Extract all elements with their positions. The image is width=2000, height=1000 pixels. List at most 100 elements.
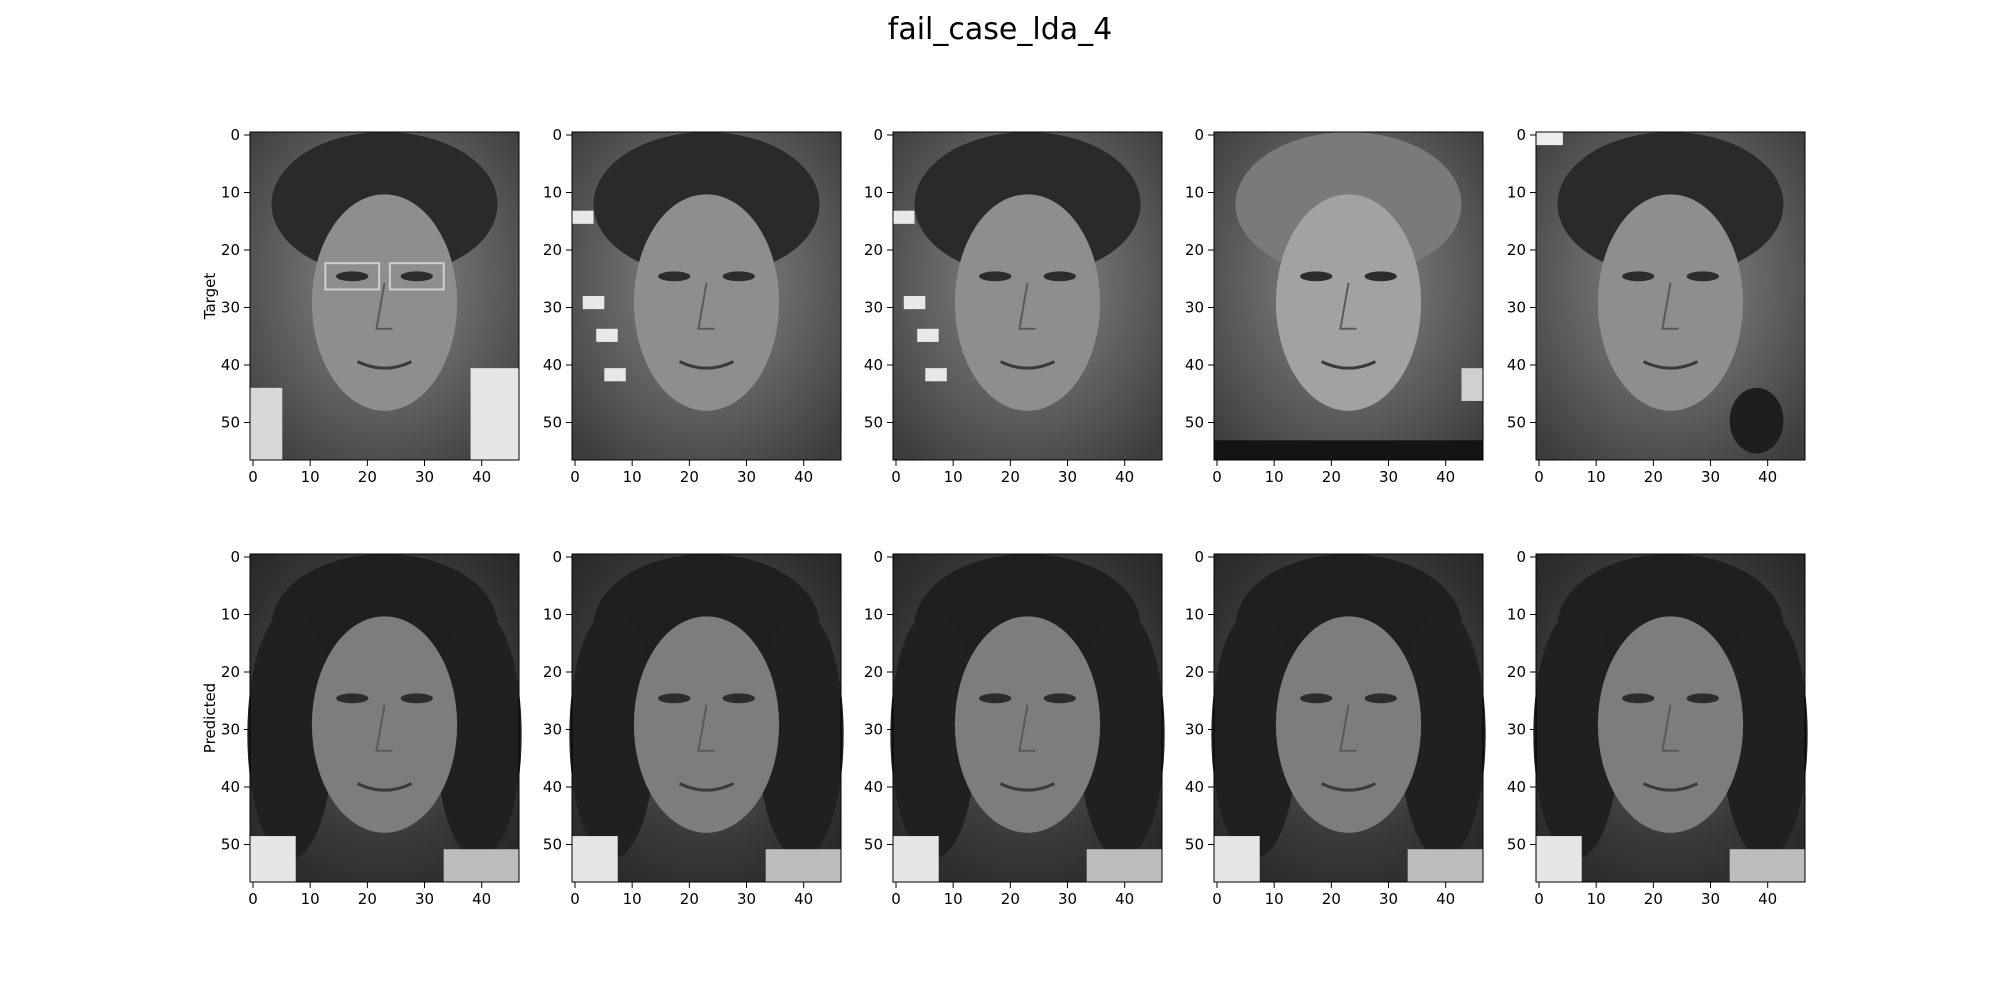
y-tick-label: 40	[1185, 356, 1204, 374]
x-tick-label: 0	[248, 468, 258, 486]
target-image-panel-3: 0 10 20 30 40 0 10 20 30 40 50	[864, 126, 1163, 486]
x-tick-label: 20	[1322, 890, 1341, 908]
mouth	[1642, 360, 1699, 370]
x-tick-label: 0	[1212, 890, 1222, 908]
right-eye	[1686, 271, 1719, 282]
y-tick-label: 20	[864, 241, 883, 259]
axes-frame	[892, 131, 1163, 461]
y-tick-label: 40	[543, 356, 562, 374]
predicted-image-panel-1: 0 10 20 30 40 0 10 20 30 40 50	[221, 548, 522, 908]
predicted-image-panel-2: 0 10 20 30 40 0 10 20 30 40 50	[543, 548, 844, 908]
y-tick-label: 30	[221, 721, 240, 739]
right-eye	[722, 693, 755, 704]
bright-patch	[1086, 849, 1162, 882]
face-image	[893, 132, 1162, 460]
x-tick-label: 10	[623, 890, 642, 908]
bright-patch	[903, 296, 926, 310]
x-tick-label: 10	[944, 890, 963, 908]
predicted-image-panel-4: 0 10 20 30 40 0 10 20 30 40 50	[1185, 548, 1486, 908]
hair-left	[569, 609, 656, 860]
mouth	[999, 360, 1056, 370]
glasses-left	[324, 262, 381, 291]
bright-patch	[1729, 849, 1805, 882]
left-eye	[658, 271, 691, 282]
x-tick-label: 30	[415, 468, 434, 486]
x-tick-label: 0	[1534, 468, 1544, 486]
bright-patch	[1214, 836, 1260, 882]
face-image	[1536, 132, 1805, 460]
y-tick-label: 20	[1185, 663, 1204, 681]
y-tick-label: 10	[543, 606, 562, 624]
right-eye	[1364, 271, 1397, 282]
face	[311, 194, 458, 411]
nose	[1661, 704, 1679, 752]
nose	[1339, 704, 1357, 752]
axes-frame	[571, 131, 842, 461]
bright-patch	[1461, 368, 1483, 401]
glasses-right	[388, 262, 445, 291]
right-eye	[400, 693, 433, 704]
target-image-panel-2: 0 10 20 30 40 0 10 20 30 40 50	[543, 126, 842, 486]
left-eye	[658, 693, 691, 704]
axes-frame	[571, 553, 842, 883]
x-tick-label: 40	[794, 468, 813, 486]
axes-frame	[249, 553, 520, 883]
hair-right	[1078, 609, 1165, 860]
x-tick-label: 40	[794, 890, 813, 908]
y-tick-label: 0	[552, 126, 562, 144]
bright-patch	[572, 210, 594, 224]
x-tick-label: 20	[358, 890, 377, 908]
x-tick-label: 20	[358, 468, 377, 486]
axes-frame	[1213, 553, 1484, 883]
y-tick-label: 20	[864, 663, 883, 681]
y-tick-label: 0	[552, 548, 562, 566]
face-image	[572, 132, 841, 460]
x-tick-label: 40	[472, 890, 491, 908]
face-image	[890, 554, 1165, 882]
y-tick-label: 40	[864, 778, 883, 796]
hair-left	[890, 609, 977, 860]
face	[633, 616, 780, 833]
y-tick-label: 0	[873, 548, 883, 566]
left-eye	[1622, 693, 1655, 704]
y-tick-label: 50	[1507, 414, 1526, 432]
face	[1597, 616, 1744, 833]
x-tick-label: 40	[1115, 468, 1134, 486]
bright-patch	[893, 210, 915, 224]
x-tick-label: 0	[1212, 468, 1222, 486]
mouth	[1642, 782, 1699, 792]
x-tick-label: 10	[623, 468, 642, 486]
x-tick-label: 40	[1758, 890, 1777, 908]
y-tick-label: 50	[221, 836, 240, 854]
row-label-target: Target	[201, 272, 219, 320]
y-tick-label: 40	[1185, 778, 1204, 796]
y-tick-label: 20	[543, 663, 562, 681]
right-eye	[1364, 693, 1397, 704]
y-tick-label: 20	[221, 663, 240, 681]
x-tick-label: 10	[944, 468, 963, 486]
x-tick-label: 40	[1758, 468, 1777, 486]
hair-left	[1533, 609, 1620, 860]
y-tick-label: 30	[1507, 299, 1526, 317]
axes-frame	[892, 553, 1163, 883]
row-label-predicted: Predicted	[201, 682, 219, 754]
y-tick-label: 10	[221, 184, 240, 202]
x-tick-label: 0	[248, 890, 258, 908]
y-tick-label: 10	[864, 606, 883, 624]
x-tick-label: 10	[1587, 468, 1606, 486]
dark-patch	[1214, 440, 1483, 460]
bright-patch	[250, 387, 283, 460]
hair-right	[757, 609, 844, 860]
bright-patch	[596, 328, 618, 342]
y-tick-label: 30	[864, 721, 883, 739]
x-tick-label: 30	[1058, 890, 1077, 908]
face	[954, 194, 1101, 411]
y-tick-label: 10	[221, 606, 240, 624]
predicted-image-panel-5: 0 10 20 30 40 0 10 20 30 40 50	[1507, 548, 1808, 908]
face	[1597, 194, 1744, 411]
y-tick-label: 40	[864, 356, 883, 374]
bright-patch	[250, 836, 296, 882]
bright-patch	[582, 296, 605, 310]
right-eye	[722, 271, 755, 282]
x-tick-label: 10	[1265, 468, 1284, 486]
